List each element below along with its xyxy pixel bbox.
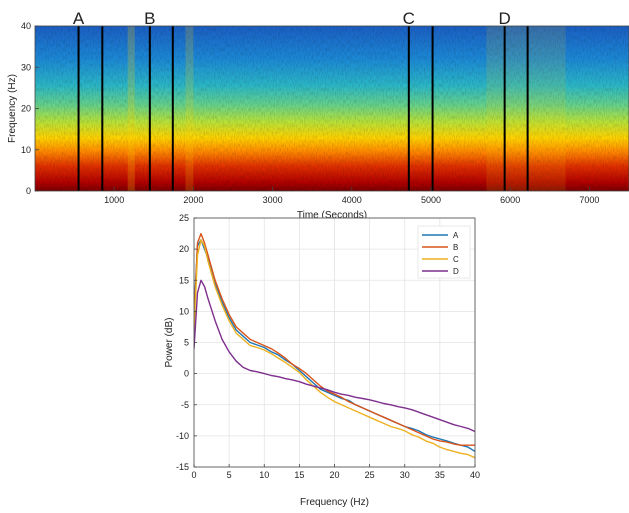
x-tick-label: 20 (329, 470, 339, 480)
series-line-C (194, 239, 475, 459)
x-axis-label: Frequency (Hz) (300, 497, 369, 508)
spectrogram-band-2 (486, 26, 566, 191)
y-tick-label: 0 (184, 369, 189, 379)
series-lines (194, 232, 475, 459)
spectrogram-image (35, 26, 629, 191)
spectrogram-y-tick-label: 20 (21, 104, 31, 114)
y-tick-label: 15 (179, 275, 189, 285)
spectrogram-band-0 (127, 26, 135, 191)
x-tick-label: 25 (365, 470, 375, 480)
spectrogram-y-tick-label: 10 (21, 145, 31, 155)
spectrogram-x-tick-label: 7000 (579, 195, 599, 205)
y-tick-label: -10 (176, 431, 189, 441)
segment-label-C: C (403, 9, 415, 28)
series-line-D (194, 279, 475, 433)
y-axis-label: Power (dB) (164, 317, 175, 367)
y-tick-label: -15 (176, 462, 189, 472)
spectrogram-x-tick-label: 5000 (421, 195, 441, 205)
y-tick-label: 20 (179, 244, 189, 254)
spectrogram-y-tick-label: 40 (21, 21, 31, 31)
x-tick-label: 0 (191, 470, 196, 480)
spectrogram-x-tick-label: 6000 (500, 195, 520, 205)
spectrogram-x-tick-label: 1000 (104, 195, 124, 205)
y-tick-label: 10 (179, 306, 189, 316)
y-tick-label: 5 (184, 338, 189, 348)
series-line-B (194, 232, 475, 446)
y-tick-label: 25 (179, 213, 189, 223)
y-tick-label: -5 (181, 400, 189, 410)
x-tick-label: 5 (227, 470, 232, 480)
spectrogram-y-axis-label: Frequency (Hz) (7, 74, 18, 143)
segment-label-B: B (144, 9, 155, 28)
x-tick-label: 10 (259, 470, 269, 480)
legend-entry-C: C (453, 255, 459, 264)
x-tick-label: 30 (400, 470, 410, 480)
spectrogram-texture (35, 26, 629, 191)
spectrogram-band-1 (185, 26, 194, 191)
spectrogram-x-tick-label: 2000 (183, 195, 203, 205)
spectrogram-x-axis-label: Time (Seconds) (297, 210, 367, 221)
x-tick-label: 40 (470, 470, 480, 480)
spectrogram-x-tick-label: 3000 (263, 195, 283, 205)
spectrogram-y-tick-label: 0 (26, 186, 31, 196)
series-line-A (194, 239, 475, 452)
legend-entry-B: B (453, 243, 458, 252)
legend-entry-D: D (453, 267, 459, 276)
spectrogram-y-tick-label: 30 (21, 62, 31, 72)
x-tick-label: 15 (294, 470, 304, 480)
power-spectrum-chart: 0 5 10 15 20 25 30 35 40 -15 -10 -5 0 5 10 15 20 25 Freque… (164, 213, 480, 508)
x-tick-label: 35 (435, 470, 445, 480)
legend-entry-A: A (453, 231, 459, 240)
spectrogram: A B C D 1000 2000 3000 4000 5000 6000 7000 0 10 20 30 4… (7, 9, 629, 221)
spectrogram-x-tick-label: 4000 (342, 195, 362, 205)
segment-label-D: D (499, 9, 511, 28)
segment-label-A: A (73, 9, 85, 28)
